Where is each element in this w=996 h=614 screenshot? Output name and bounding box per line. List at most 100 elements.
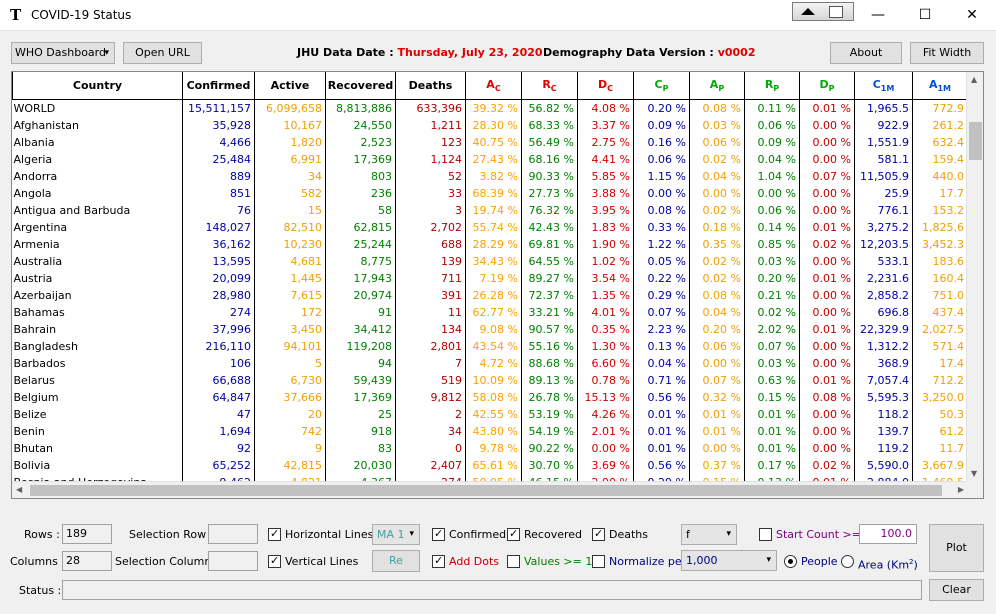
- cell-c1m[interactable]: 12,203.5: [854, 235, 913, 253]
- cell-country[interactable]: Bangladesh: [12, 337, 183, 355]
- cell-a1m[interactable]: 3,667.9: [912, 456, 968, 474]
- cell-c1m[interactable]: 922.9: [854, 116, 913, 134]
- table-row[interactable]: Australia 13,595 4,681 8,775 139 34.43 % 64.55…: [12, 252, 968, 270]
- cell-a1m[interactable]: 61.2: [912, 422, 968, 440]
- cell-confirmed[interactable]: 106: [182, 354, 255, 372]
- cell-a1m[interactable]: 17.4: [912, 354, 968, 372]
- cell-recovered[interactable]: 17,369: [325, 388, 396, 406]
- cell-confirmed[interactable]: 76: [182, 201, 255, 219]
- cell-dp[interactable]: 0.00 %: [799, 133, 855, 151]
- cell-dp[interactable]: 0.00 %: [799, 201, 855, 219]
- cell-rc[interactable]: 90.33 %: [521, 167, 578, 185]
- scroll-down-icon[interactable]: ▼: [971, 469, 978, 478]
- column-header-country[interactable]: Country: [12, 72, 183, 100]
- cell-cp[interactable]: 0.22 %: [633, 269, 690, 287]
- column-header-cp[interactable]: CP: [633, 72, 690, 100]
- cell-dc[interactable]: 1.90 %: [577, 235, 634, 253]
- add-dots-checkbox[interactable]: Add Dots: [432, 554, 499, 569]
- column-header-ac[interactable]: AC: [465, 72, 522, 100]
- cell-rc[interactable]: 89.27 %: [521, 269, 578, 287]
- cell-active[interactable]: 15: [254, 201, 326, 219]
- cell-ac[interactable]: 28.29 %: [465, 235, 522, 253]
- table-row[interactable]: Bahrain 37,996 3,450 34,412 134 9.08 % 90.57 %…: [12, 320, 968, 338]
- cell-confirmed[interactable]: 66,688: [182, 371, 255, 389]
- cell-ap[interactable]: 0.02 %: [689, 201, 745, 219]
- cell-rc[interactable]: 72.37 %: [521, 286, 578, 304]
- cell-a1m[interactable]: 261.2: [912, 116, 968, 134]
- cell-deaths[interactable]: 134: [395, 320, 466, 338]
- cell-rc[interactable]: 89.13 %: [521, 371, 578, 389]
- scroll-right-icon[interactable]: ▶: [957, 485, 964, 494]
- cell-dc[interactable]: 2.75 %: [577, 133, 634, 151]
- cell-dp[interactable]: 0.00 %: [799, 354, 855, 372]
- table-row[interactable]: Benin 1,694 742 918 34 43.80 % 54.19 % 2.01 % 0.…: [12, 422, 968, 440]
- cell-deaths[interactable]: 123: [395, 133, 466, 151]
- cell-recovered[interactable]: 17,369: [325, 150, 396, 168]
- cell-ac[interactable]: 43.54 %: [465, 337, 522, 355]
- cell-cp[interactable]: 0.04 %: [633, 354, 690, 372]
- cell-c1m[interactable]: 5,595.3: [854, 388, 913, 406]
- table-row[interactable]: Algeria 25,484 6,991 17,369 1,124 27.43 % 68.1…: [12, 150, 968, 168]
- cell-c1m[interactable]: 533.1: [854, 252, 913, 270]
- cell-cp[interactable]: 0.56 %: [633, 388, 690, 406]
- cell-c1m[interactable]: 1,551.9: [854, 133, 913, 151]
- cell-c1m[interactable]: 368.9: [854, 354, 913, 372]
- cell-country[interactable]: WORLD: [12, 99, 183, 117]
- cell-country[interactable]: Andorra: [12, 167, 183, 185]
- column-header-rc[interactable]: RC: [521, 72, 578, 100]
- cell-rc[interactable]: 54.19 %: [521, 422, 578, 440]
- area-radio[interactable]: Area (Km2): [841, 555, 918, 572]
- cell-dp[interactable]: 0.00 %: [799, 405, 855, 423]
- cell-rc[interactable]: 55.16 %: [521, 337, 578, 355]
- cell-active[interactable]: 172: [254, 303, 326, 321]
- cell-a1m[interactable]: 160.4: [912, 269, 968, 287]
- cell-c1m[interactable]: 2,858.2: [854, 286, 913, 304]
- table-row[interactable]: Austria 20,099 1,445 17,943 711 7.19 % 89.27 %…: [12, 269, 968, 287]
- cell-c1m[interactable]: 3,275.2: [854, 218, 913, 236]
- cell-c1m[interactable]: 25.9: [854, 184, 913, 202]
- cell-a1m[interactable]: 3,250.0: [912, 388, 968, 406]
- cell-cp[interactable]: 0.33 %: [633, 218, 690, 236]
- cell-active[interactable]: 6,099,658: [254, 99, 326, 117]
- cell-active[interactable]: 1,445: [254, 269, 326, 287]
- cell-rp[interactable]: 0.02 %: [744, 303, 800, 321]
- table-row[interactable]: Bhutan 92 9 83 0 9.78 % 90.22 % 0.00 % 0.01 % 0.0…: [12, 439, 968, 457]
- cell-cp[interactable]: 0.08 %: [633, 201, 690, 219]
- cell-country[interactable]: Belgium: [12, 388, 183, 406]
- recovered-checkbox[interactable]: Recovered: [507, 527, 582, 542]
- cell-confirmed[interactable]: 35,928: [182, 116, 255, 134]
- cell-dc[interactable]: 3.69 %: [577, 456, 634, 474]
- cell-dc[interactable]: 1.35 %: [577, 286, 634, 304]
- cell-cp[interactable]: 0.09 %: [633, 116, 690, 134]
- cell-active[interactable]: 3,450: [254, 320, 326, 338]
- cell-country[interactable]: Belarus: [12, 371, 183, 389]
- cell-rp[interactable]: 0.15 %: [744, 388, 800, 406]
- cell-c1m[interactable]: 11,505.9: [854, 167, 913, 185]
- cell-dc[interactable]: 1.83 %: [577, 218, 634, 236]
- cell-country[interactable]: Afghanistan: [12, 116, 183, 134]
- cell-ac[interactable]: 65.61 %: [465, 456, 522, 474]
- cell-confirmed[interactable]: 28,980: [182, 286, 255, 304]
- cell-active[interactable]: 742: [254, 422, 326, 440]
- column-header-confirmed[interactable]: Confirmed: [182, 72, 255, 100]
- cell-rp[interactable]: 0.00 %: [744, 184, 800, 202]
- cell-confirmed[interactable]: 20,099: [182, 269, 255, 287]
- normalize-value-select[interactable]: 1,000 ▾: [681, 550, 777, 571]
- about-button[interactable]: About: [830, 42, 902, 64]
- cell-rp[interactable]: 0.14 %: [744, 218, 800, 236]
- cell-a1m[interactable]: 3,452.3: [912, 235, 968, 253]
- cell-country[interactable]: Algeria: [12, 150, 183, 168]
- cell-active[interactable]: 7,615: [254, 286, 326, 304]
- cell-deaths[interactable]: 11: [395, 303, 466, 321]
- cell-ap[interactable]: 0.08 %: [689, 99, 745, 117]
- clear-button[interactable]: Clear: [929, 579, 984, 601]
- cell-dp[interactable]: 0.01 %: [799, 371, 855, 389]
- cell-recovered[interactable]: 20,974: [325, 286, 396, 304]
- cell-active[interactable]: 37,666: [254, 388, 326, 406]
- table-row[interactable]: Armenia 36,162 10,230 25,244 688 28.29 % 69.81…: [12, 235, 968, 253]
- cell-ac[interactable]: 43.80 %: [465, 422, 522, 440]
- cell-dp[interactable]: 0.00 %: [799, 184, 855, 202]
- vertical-scrollbar[interactable]: ▲ ▼: [966, 72, 983, 481]
- cell-dp[interactable]: 0.07 %: [799, 167, 855, 185]
- table-row[interactable]: Bolivia 65,252 42,815 20,030 2,407 65.61 % 30.…: [12, 456, 968, 474]
